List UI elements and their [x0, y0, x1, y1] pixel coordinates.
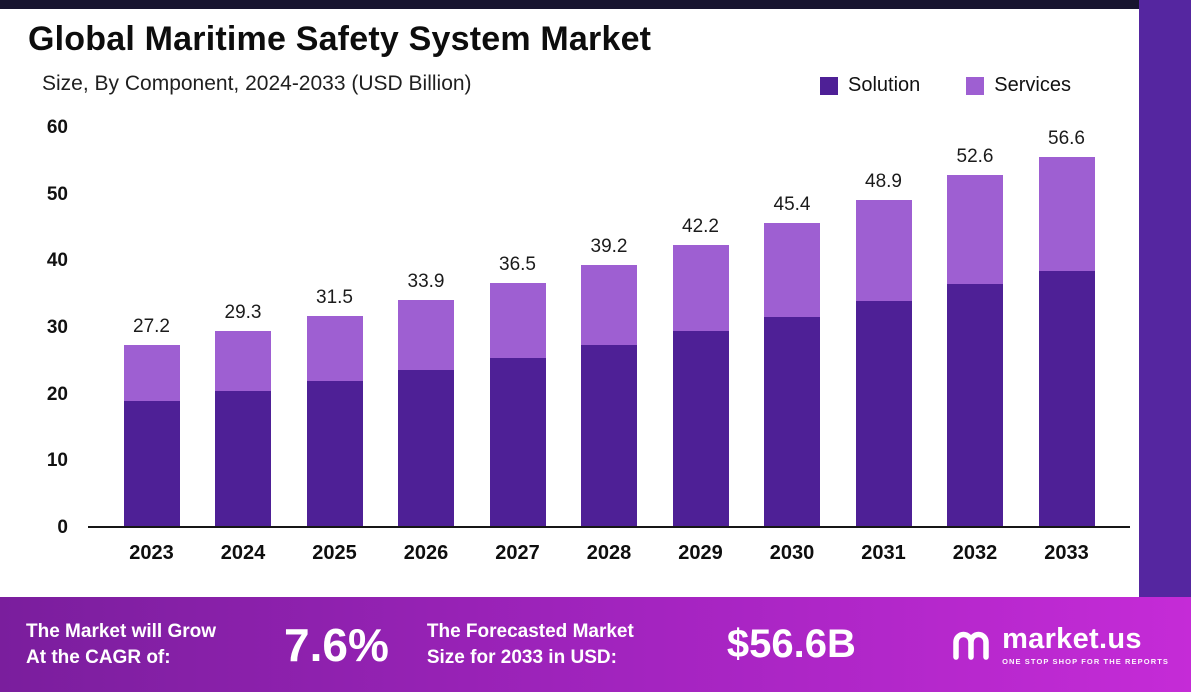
x-axis-label: 2027 — [495, 542, 540, 564]
cagr-value: 7.6% — [284, 618, 389, 671]
services-segment — [215, 330, 271, 392]
bar-column: 48.9 — [855, 128, 912, 526]
services-segment — [1038, 157, 1095, 272]
legend-label: Services — [994, 74, 1071, 96]
chart-legend: Solution Services — [820, 74, 1071, 97]
y-axis-tick-label: 40 — [46, 250, 68, 272]
solution-segment — [1038, 271, 1095, 526]
services-segment — [855, 200, 912, 301]
plot-area: 27.2 29.3 31.5 33.9 36.5 39.2 42.2 45.4 48.9 52.6… — [88, 128, 1130, 528]
solution-segment — [947, 284, 1003, 526]
bar-column: 39.2 — [581, 128, 637, 526]
page-title: Global Maritime Safety System Market — [28, 20, 652, 58]
bar-column: 56.6 — [1038, 128, 1095, 526]
services-segment — [398, 300, 454, 370]
bar-column: 29.3 — [215, 128, 271, 526]
services-swatch-icon — [966, 76, 985, 95]
x-axis-label: 2032 — [952, 542, 998, 564]
forecast-label: The Forecasted Market Size for 2033 in U… — [426, 620, 634, 668]
y-axis-tick-label: 30 — [46, 317, 68, 338]
bar-total-label: 45.4 — [773, 194, 811, 216]
services-segment — [306, 316, 363, 381]
solution-segment — [306, 380, 363, 526]
y-axis-tick-label: 10 — [46, 450, 68, 472]
bar-total-label: 56.6 — [1048, 128, 1085, 149]
bar-total-label: 48.9 — [865, 171, 902, 193]
y-axis-tick-label: 50 — [46, 183, 68, 205]
solution-swatch-icon — [820, 76, 839, 95]
services-segment — [947, 175, 1003, 284]
solution-segment — [123, 400, 180, 526]
services-segment — [489, 282, 546, 358]
bar-column: 45.4 — [764, 128, 820, 526]
legend-item-services: Services — [966, 74, 1071, 97]
bar-column: 36.5 — [489, 128, 546, 526]
solution-segment — [489, 358, 546, 526]
bar-column: 33.9 — [398, 128, 454, 526]
services-segment — [764, 223, 820, 317]
x-axis-label: 2024 — [220, 542, 266, 564]
bar-total-label: 31.5 — [316, 287, 353, 309]
marketus-logo: market.us ONE STOP SHOP FOR THE REPORTS — [947, 622, 1169, 668]
marketus-logo-icon — [953, 631, 989, 660]
bar-total-label: 27.2 — [133, 315, 170, 337]
bar-total-label: 36.5 — [499, 253, 536, 275]
y-axis-tick-label: 20 — [46, 383, 68, 405]
bar-total-label: 29.3 — [224, 301, 262, 323]
x-axis: 2023 2024 2025 2026 2027 2028 2029 2030 2031 2032… — [88, 542, 1130, 565]
bar-total-label: 52.6 — [956, 146, 994, 168]
x-axis-label: 2025 — [312, 542, 357, 564]
cagr-label: The Market will Grow At the CAGR of: — [26, 620, 217, 668]
forecast-value: $56.6B — [726, 622, 856, 666]
bar-column: 42.2 — [672, 128, 729, 526]
bar-column: 52.6 — [947, 128, 1003, 526]
right-border-strip — [1139, 0, 1191, 597]
solution-segment — [398, 370, 454, 526]
solution-segment — [672, 331, 729, 526]
solution-segment — [764, 316, 820, 526]
x-axis-label: 2026 — [403, 542, 449, 564]
solution-segment — [855, 300, 912, 526]
logo-tagline: ONE STOP SHOP FOR THE REPORTS — [1002, 657, 1169, 666]
page-subtitle: Size, By Component, 2024-2033 (USD Billi… — [42, 72, 472, 95]
services-segment — [581, 264, 637, 346]
bar-total-label: 33.9 — [407, 271, 445, 292]
y-axis-tick-label: 60 — [46, 117, 68, 138]
legend-label: Solution — [848, 74, 921, 96]
x-axis-label: 2028 — [586, 542, 632, 564]
y-axis-tick-label: 0 — [57, 517, 68, 538]
x-axis-label: 2033 — [1044, 542, 1089, 564]
footer-banner: The Market will Grow At the CAGR of: 7.6… — [0, 597, 1191, 692]
legend-item-solution: Solution — [820, 74, 920, 97]
x-axis-label: 2031 — [861, 542, 906, 564]
bar-column: 27.2 — [123, 128, 180, 526]
x-axis-label: 2030 — [769, 542, 815, 564]
bar-total-label: 42.2 — [682, 215, 719, 237]
logo-text-column: market.us ONE STOP SHOP FOR THE REPORTS — [1002, 623, 1169, 666]
bar-total-label: 39.2 — [590, 235, 628, 257]
bar-column: 31.5 — [306, 128, 363, 526]
solution-segment — [581, 345, 637, 526]
logo-name: market.us — [1002, 623, 1142, 655]
services-segment — [123, 344, 180, 401]
y-axis: 0 10 20 30 40 50 60 — [0, 117, 78, 538]
solution-segment — [215, 391, 271, 526]
services-segment — [672, 244, 729, 332]
x-axis-label: 2029 — [678, 542, 723, 564]
x-axis-label: 2023 — [129, 542, 174, 564]
top-border-strip — [0, 0, 1191, 9]
